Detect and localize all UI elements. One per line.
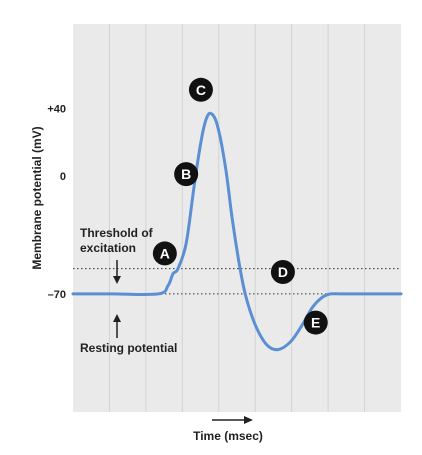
marker-a: A: [152, 241, 177, 266]
marker-letter: D: [278, 264, 288, 280]
marker-letter: B: [181, 166, 191, 182]
marker-letter: A: [160, 245, 170, 261]
series-group: [71, 111, 403, 352]
threshold-annotation: Threshold of excitation: [80, 226, 154, 284]
threshold-label-line1: Threshold of: [80, 226, 154, 240]
marker-d: D: [270, 259, 295, 284]
marker-circle: [188, 77, 213, 102]
y-tick-labels: +40 0 –70: [47, 103, 66, 301]
marker-letter: C: [196, 82, 206, 98]
resting-annotation: Resting potential: [80, 314, 177, 355]
y-tick-label: 0: [60, 171, 66, 183]
series-line: [71, 111, 403, 352]
resting-label: Resting potential: [80, 341, 177, 355]
y-tick-label: –70: [48, 289, 66, 301]
marker-b: B: [174, 162, 199, 187]
marker-circle: [152, 241, 177, 266]
marker-circle: [270, 259, 295, 284]
time-arrow-icon: [212, 416, 253, 424]
threshold-label-line2: excitation: [80, 241, 136, 255]
marker-letter: E: [311, 315, 320, 331]
y-axis-title: Membrane potential (mV): [30, 126, 44, 269]
y-tick-label: +40: [47, 103, 66, 115]
plot-background: [73, 24, 401, 412]
marker-circle: [303, 310, 328, 335]
gridlines: [108, 24, 366, 412]
marker-group: A B C D E: [152, 77, 328, 335]
marker-c: C: [188, 77, 213, 102]
marker-circle: [174, 162, 199, 187]
marker-e: E: [303, 310, 328, 335]
x-axis-title: Time (msec): [193, 429, 263, 443]
up-arrow-icon: [113, 314, 121, 338]
down-arrow-icon: [113, 260, 121, 284]
